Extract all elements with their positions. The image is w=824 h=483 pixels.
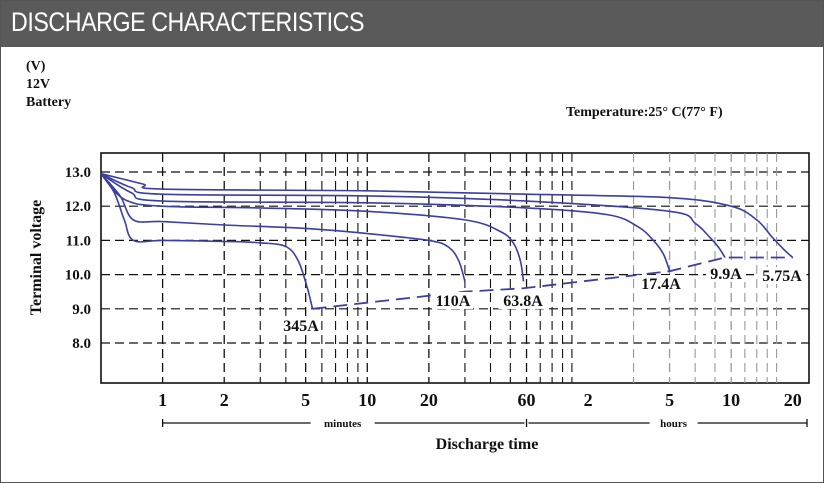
x-axis-title: Discharge time [436,436,539,453]
minutes-label-bg [310,415,375,429]
discharge-curve [100,173,314,309]
series-label-bg [433,292,473,309]
chart-title: DISCHARGE CHARACTERISTICS [11,7,365,37]
x-tick-label: 10 [722,390,740,410]
x-tick-label: 1 [158,390,167,410]
y-tick-label: 9.0 [72,302,91,318]
battery-voltage-label: 12V [26,77,51,92]
series-label-bg [498,292,548,309]
series-label-110A: 110A [436,293,471,310]
x-tick-label: 5 [665,390,674,410]
units-label: (V) [26,59,46,74]
y-tick-label: 13.0 [65,165,91,181]
x-tick-label: 2 [584,390,593,410]
y-tick-label: 12.0 [65,199,91,215]
y-tick-label: 8.0 [72,336,91,352]
hours-label: hours [660,418,688,430]
y-tick-label: 11.0 [66,233,91,249]
x-tick-label: 20 [420,390,438,410]
discharge-curve [100,173,466,282]
series-label-17-4A: 17.4A [641,276,681,293]
series-label-9-9A: 9.9A [710,266,742,283]
series-label-bg [636,275,686,292]
minutes-label: minutes [324,418,362,430]
x-tick-label: 60 [518,390,536,410]
discharge-curve [100,173,671,272]
x-tick-label: 10 [358,390,376,410]
series-label-5-75A: 5.75A [762,268,802,285]
series-label-bg [706,265,746,282]
temperature-label: Temperature:25° C(77° F) [566,105,723,120]
series-label-63-8A: 63.8A [503,293,543,310]
discharge-curve [100,172,794,259]
hours-label-bg [649,415,698,429]
battery-label: Battery [26,95,72,110]
discharge-curve [100,173,525,282]
series-label-345A: 345A [283,318,319,335]
y-axis-title: Terminal voltage [28,200,45,315]
series-label-bg [281,317,321,334]
series-label-bg [757,267,807,284]
x-tick-label: 5 [301,390,310,410]
chart-header: DISCHARGE CHARACTERISTICS [1,1,823,47]
x-tick-label: 20 [784,390,802,410]
discharge-curve [100,172,726,258]
x-tick-label: 2 [220,390,229,410]
plot-area [100,152,810,384]
y-tick-label: 10.0 [65,268,91,284]
